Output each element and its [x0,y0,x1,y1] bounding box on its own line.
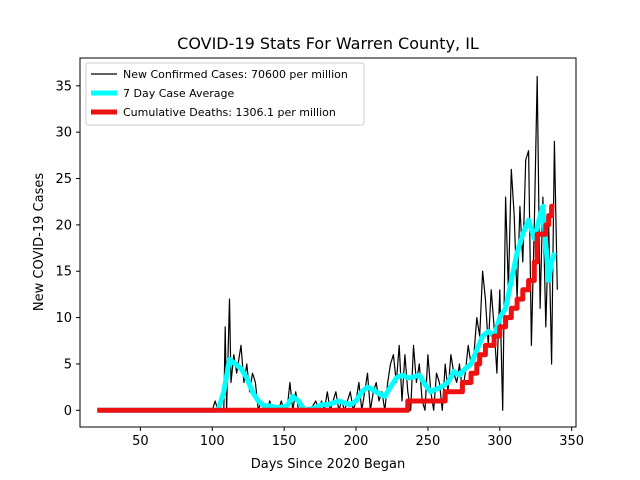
y-tick-label: 25 [55,172,72,187]
y-tick-label: 15 [55,265,72,280]
plot-layer [97,75,558,413]
series-line-7day-average [97,203,557,413]
y-tick-label: 0 [64,404,72,419]
x-tick-label: 350 [559,434,584,449]
y-tick-label: 30 [55,126,72,141]
axes-frame [79,57,577,428]
y-tick-label: 10 [55,311,72,326]
series-line-cumulative-deaths [97,203,555,413]
legend: New Confirmed Cases: 70600 per million 7… [85,62,365,126]
x-tick-label: 100 [200,434,225,449]
y-tick-label: 5 [64,357,72,372]
x-tick-label: 250 [416,434,441,449]
x-tick-label: 50 [132,434,149,449]
x-axis-label: Days Since 2020 Began [251,457,406,472]
legend-box [85,62,365,126]
x-tick-label: 300 [487,434,512,449]
legend-label-deaths: Cumulative Deaths: 1306.1 per million [123,106,336,119]
y-tick-label: 20 [55,218,72,233]
y-axis-label: New COVID-19 Cases [32,173,47,311]
legend-label-average: 7 Day Case Average [123,87,235,100]
legend-label-cases: New Confirmed Cases: 70600 per million [123,68,348,81]
chart-title: COVID-19 Stats For Warren County, IL [177,34,479,53]
x-tick-label: 200 [344,434,369,449]
x-tick-label: 150 [272,434,297,449]
y-tick-label: 35 [55,79,72,94]
tick-layer: 50 100 150 200 250 300 350 0 5 10 15 20 25 30 35 [55,79,584,449]
